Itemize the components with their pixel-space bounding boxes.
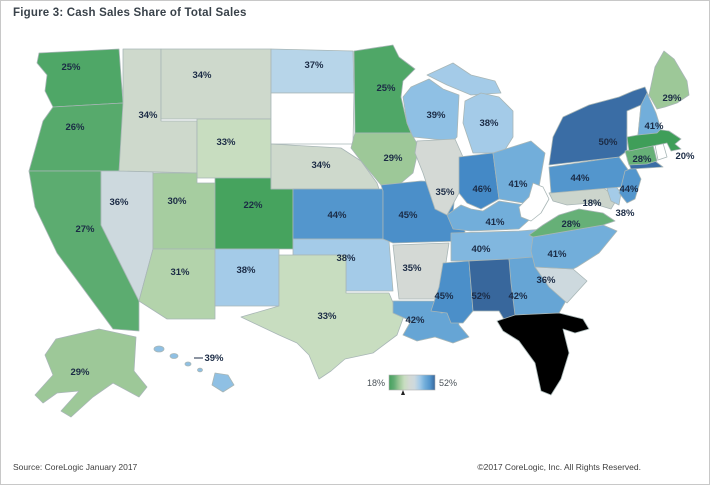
legend-max-label: 52% [439, 378, 457, 388]
value-label-me: 29% [662, 93, 682, 104]
state-texas [240, 254, 406, 380]
state-virginia [528, 208, 616, 238]
value-label-va: 28% [561, 219, 581, 230]
value-label-md: 18% [582, 198, 602, 209]
value-label-wa: 25% [61, 62, 81, 73]
value-label-tx: 33% [317, 311, 337, 322]
value-label-ca: 27% [75, 224, 95, 235]
state-wyoming [196, 118, 272, 179]
state-rhode-island [654, 142, 668, 161]
state-south-dakota [270, 92, 355, 145]
value-label-in: 46% [472, 184, 492, 195]
state-nebraska [270, 143, 380, 190]
value-label-ut: 30% [167, 196, 187, 207]
state-north-dakota [270, 48, 355, 94]
value-label-wi: 39% [426, 110, 446, 121]
value-label-la: 42% [405, 315, 425, 326]
value-label-nc: 41% [547, 249, 567, 260]
value-label-nd: 37% [304, 60, 324, 71]
value-label-id: 34% [138, 110, 158, 121]
state-montana [160, 48, 272, 120]
value-label-ia: 29% [383, 153, 403, 164]
value-label-de: 38% [615, 208, 635, 219]
state-oregon [28, 102, 129, 172]
value-label-sc: 36% [536, 275, 556, 286]
state-michigan [426, 62, 514, 154]
value-label-al: 52% [471, 291, 491, 302]
state-indiana [458, 152, 500, 210]
value-label-tn: 40% [471, 244, 491, 255]
value-label-ne: 34% [311, 160, 331, 171]
value-label-ms: 45% [434, 291, 454, 302]
value-label-ak: 29% [70, 367, 90, 378]
value-label-ok: 38% [336, 253, 356, 264]
state-wisconsin [402, 78, 460, 142]
state-maine [648, 50, 690, 110]
state-new-mexico [214, 248, 280, 307]
value-label-mt: 34% [192, 70, 212, 81]
value-label-nj: 44% [619, 184, 639, 195]
color-scale-legend: 18% 52% [367, 374, 457, 395]
value-label-nm: 38% [236, 265, 256, 276]
value-label-ky: 41% [485, 217, 505, 228]
value-label-wy: 33% [216, 137, 236, 148]
value-label-hi: 39% [204, 353, 224, 364]
state-florida [496, 312, 590, 396]
value-label-pa: 44% [570, 173, 590, 184]
state-louisiana [392, 300, 470, 344]
value-label-ct: 28% [632, 154, 652, 165]
state-arizona [138, 248, 216, 320]
value-label-il: 35% [435, 187, 455, 198]
copyright-note: ©2017 CoreLogic, Inc. All Rights Reserve… [477, 462, 641, 472]
value-label-nv: 36% [109, 197, 129, 208]
value-label-ny: 50% [598, 137, 618, 148]
state-alaska [34, 328, 148, 418]
value-label-ar: 35% [402, 263, 422, 274]
state-hawaii [153, 345, 235, 393]
state-new-jersey [618, 166, 642, 204]
state-value-labels: 25% 26% 27% 36% 34% 34% 33% 30% 22% 31% … [61, 60, 695, 378]
value-label-az: 31% [170, 267, 190, 278]
value-label-ma: 20% [675, 151, 695, 162]
value-label-or: 26% [65, 122, 85, 133]
state-new-hampshire [637, 92, 662, 136]
legend-tick-marker [401, 390, 405, 395]
state-utah [152, 172, 216, 250]
value-label-co: 22% [243, 200, 263, 211]
legend-min-label: 18% [367, 378, 385, 388]
value-label-ga: 42% [508, 291, 528, 302]
value-label-nh: 41% [644, 121, 664, 132]
value-label-mi: 38% [479, 118, 499, 129]
state-west-virginia [518, 182, 550, 222]
figure-title: Figure 3: Cash Sales Share of Total Sale… [13, 7, 247, 19]
state-north-carolina [530, 224, 618, 270]
value-label-oh: 41% [508, 179, 528, 190]
state-washington [36, 48, 124, 108]
value-label-ks: 44% [327, 210, 347, 221]
source-note: Source: CoreLogic January 2017 [13, 462, 138, 472]
value-label-mo: 45% [398, 210, 418, 221]
legend-gradient-bar [388, 374, 436, 391]
value-label-mn: 25% [376, 83, 396, 94]
